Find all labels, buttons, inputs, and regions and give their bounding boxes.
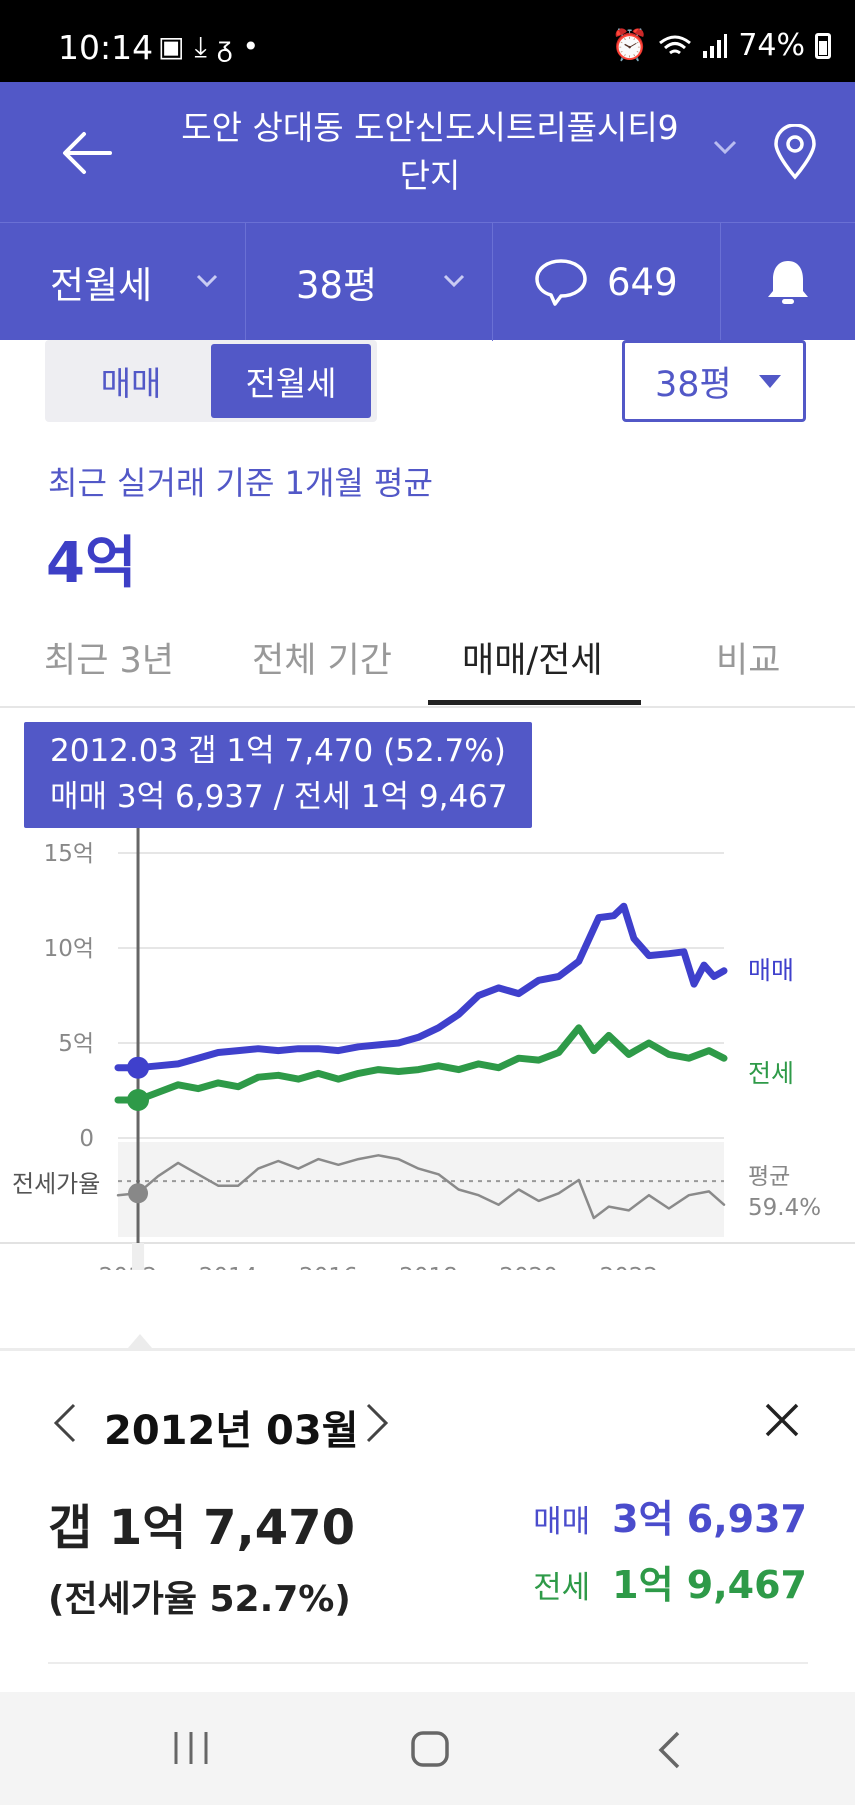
y-tick-label: 0 bbox=[79, 1126, 94, 1152]
rent-series-label: 전세 bbox=[748, 1059, 794, 1088]
download-icon: ⤓ bbox=[194, 30, 217, 63]
nav-back-icon[interactable] bbox=[656, 1730, 682, 1770]
deal-type-filter[interactable]: 전월세 bbox=[0, 223, 246, 341]
month-detail-panel: 2012년 03월 갭 1억 7,470 (전세가율 52.7%) 매매 3억 … bbox=[0, 1352, 855, 1692]
x-tick-label: 2016 bbox=[299, 1264, 358, 1270]
size-filter[interactable]: 38평 bbox=[246, 223, 493, 341]
detail-sale-row: 매매 3억 6,937 bbox=[533, 1488, 807, 1543]
average-label: 평균 bbox=[748, 1164, 790, 1190]
chart-tooltip: 2012.03 갭 1억 7,470 (52.7%) 매매 3억 6,937 /… bbox=[24, 722, 532, 828]
wifi-icon bbox=[659, 35, 692, 54]
segment-sale[interactable]: 매매 bbox=[100, 364, 162, 403]
x-tick-label: 2014 bbox=[199, 1264, 258, 1270]
dot-icon: • bbox=[242, 30, 269, 63]
title-line-1: 도안 상대동 도안신도시트리풀시티9 bbox=[181, 108, 679, 147]
deal-segment-control: 매매 전월세 bbox=[45, 340, 377, 422]
detail-divider bbox=[48, 1662, 808, 1664]
comment-bubble-icon bbox=[535, 259, 587, 306]
status-system-icons: ⏰ 74% bbox=[611, 28, 831, 63]
size-select[interactable]: 38평 bbox=[622, 340, 806, 422]
chevron-down-icon[interactable] bbox=[712, 138, 738, 156]
x-tick-label: 2012 bbox=[99, 1264, 158, 1270]
price-chart[interactable]: 15억 10억 5억 0 2012 2014 2016 2018 2020 2022 매매전세전세가… bbox=[0, 710, 855, 1270]
battery-percent: 74% bbox=[738, 28, 805, 63]
tooltip-line-2: 매매 3억 6,937 / 전세 1억 9,467 bbox=[50, 779, 508, 815]
system-nav-bar bbox=[0, 1692, 855, 1805]
size-label: 38평 bbox=[296, 264, 378, 307]
ratio-band bbox=[118, 1142, 724, 1237]
status-bar: 10:14 ▣⤓ᵹ• ⏰ 74% bbox=[0, 0, 855, 82]
tab-compare[interactable]: 비교 bbox=[716, 641, 781, 681]
recent-apps-icon[interactable] bbox=[172, 1730, 210, 1766]
tab-recent-3-years[interactable]: 최근 3년 bbox=[44, 641, 174, 681]
size-select-value: 38평 bbox=[655, 364, 732, 405]
deal-type-label: 전월세 bbox=[50, 264, 153, 307]
close-icon[interactable] bbox=[764, 1402, 800, 1438]
alarm-icon: ⏰ bbox=[610, 28, 649, 63]
rent-selected-point bbox=[127, 1089, 150, 1111]
ratio-axis-label: 전세가율 bbox=[12, 1170, 100, 1198]
detail-ratio: (전세가율 52.7%) bbox=[48, 1579, 351, 1620]
average-value-label: 59.4% bbox=[748, 1195, 821, 1221]
y-tick-label: 15억 bbox=[44, 841, 94, 867]
detail-pointer bbox=[128, 1334, 152, 1348]
chevron-right-icon[interactable] bbox=[364, 1402, 390, 1444]
detail-rent-value: 1억 9,467 bbox=[612, 1563, 807, 1607]
detail-sale-label: 매매 bbox=[533, 1504, 591, 1540]
alert-button[interactable] bbox=[721, 223, 855, 341]
bell-icon bbox=[768, 261, 808, 304]
x-tick-label: 2020 bbox=[499, 1264, 558, 1270]
complex-title[interactable]: 도안 상대동 도안신도시트리풀시티9 단지 bbox=[150, 104, 710, 200]
home-icon[interactable] bbox=[410, 1730, 450, 1768]
tab-all-period[interactable]: 전체 기간 bbox=[252, 641, 392, 681]
comments-button[interactable]: 649 bbox=[493, 223, 721, 341]
period-tabs: 최근 3년 전체 기간 매매/전세 비교 bbox=[0, 612, 855, 708]
tooltip-line-1: 2012.03 갭 1억 7,470 (52.7%) bbox=[50, 733, 506, 769]
selection-band bbox=[132, 1243, 145, 1270]
detail-rent-row: 전세 1억 9,467 bbox=[533, 1554, 807, 1609]
status-time: 10:14 bbox=[58, 28, 154, 67]
title-line-2: 단지 bbox=[399, 156, 461, 195]
notification-icon: ᵹ bbox=[216, 30, 243, 63]
sale-series-line bbox=[114, 902, 728, 1072]
section-divider bbox=[0, 1348, 855, 1351]
location-pin-icon[interactable] bbox=[772, 124, 818, 180]
detail-gap: 갭 1억 7,470 bbox=[48, 1500, 355, 1556]
chevron-left-icon[interactable] bbox=[52, 1402, 78, 1444]
y-tick-label: 5억 bbox=[58, 1031, 94, 1057]
back-arrow-icon[interactable] bbox=[60, 126, 114, 180]
comments-count: 649 bbox=[607, 260, 678, 304]
ratio-selected-point bbox=[128, 1183, 149, 1204]
chevron-down-icon bbox=[196, 274, 218, 288]
ratio-series-line bbox=[116, 1154, 726, 1220]
image-icon: ▣ bbox=[158, 30, 195, 63]
x-tick-label: 2022 bbox=[600, 1264, 659, 1270]
average-value: 4억 bbox=[46, 531, 137, 596]
sale-series-label: 매매 bbox=[748, 956, 794, 985]
filter-bar: 전월세 38평 649 bbox=[0, 222, 855, 341]
active-tab-indicator bbox=[428, 700, 641, 705]
detail-sale-value: 3억 6,937 bbox=[612, 1497, 807, 1541]
tab-sale-rent[interactable]: 매매/전세 bbox=[462, 641, 603, 681]
battery-icon bbox=[815, 32, 831, 59]
app-bar: 도안 상대동 도안신도시트리풀시티9 단지 bbox=[0, 82, 855, 222]
segment-rent[interactable]: 전월세 bbox=[211, 344, 371, 418]
detail-rent-label: 전세 bbox=[533, 1570, 591, 1606]
detail-month: 2012년 03월 bbox=[104, 1408, 359, 1454]
dropdown-triangle-icon bbox=[759, 375, 781, 388]
average-caption: 최근 실거래 기준 1개월 평균 bbox=[48, 464, 433, 502]
status-notification-icons: ▣⤓ᵹ• bbox=[158, 30, 269, 64]
sale-selected-point bbox=[127, 1056, 150, 1079]
y-tick-label: 10억 bbox=[44, 936, 94, 962]
rent-series-line bbox=[114, 1024, 728, 1104]
chevron-down-icon bbox=[443, 274, 465, 288]
signal-icon bbox=[703, 33, 728, 58]
x-tick-label: 2018 bbox=[399, 1264, 458, 1270]
